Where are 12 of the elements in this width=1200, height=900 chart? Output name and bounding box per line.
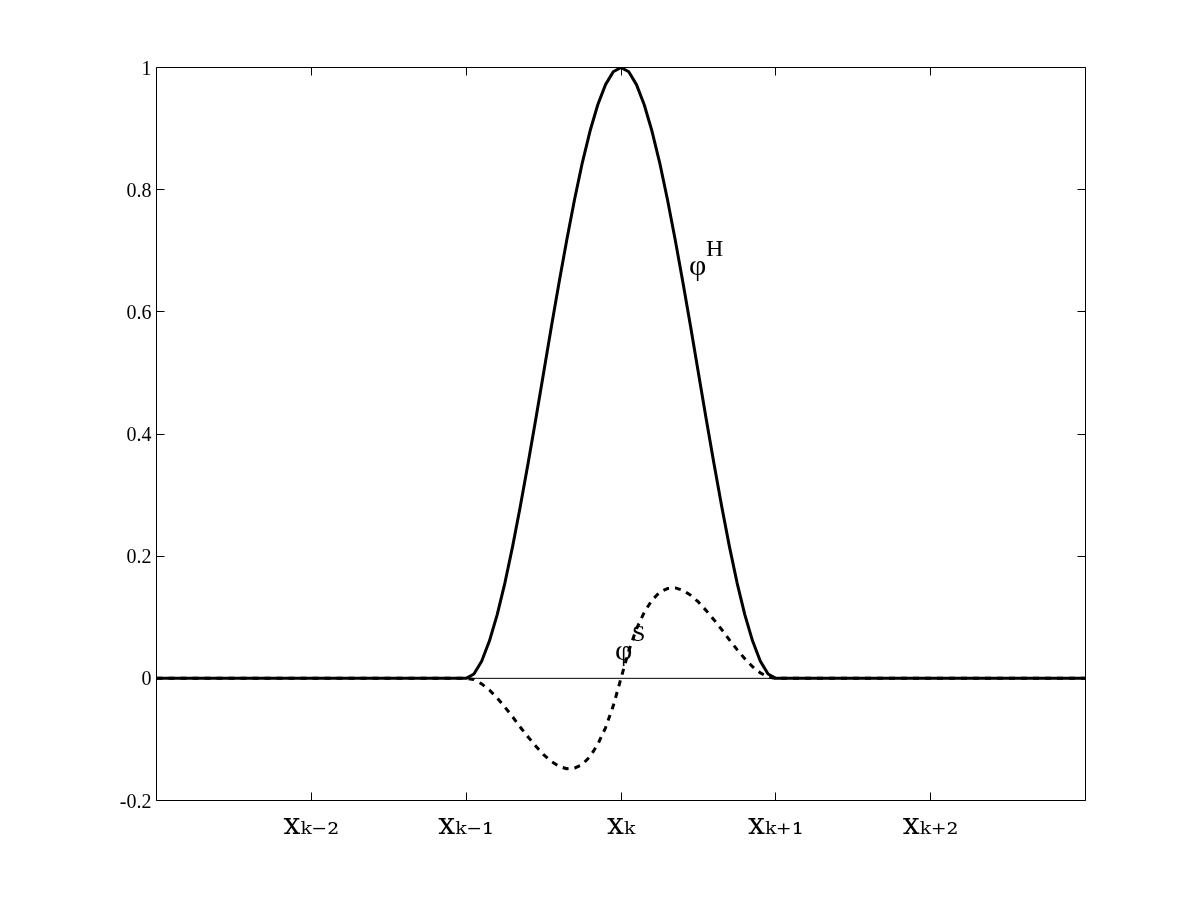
x-tick-label: xₖ₋₂ xyxy=(283,805,340,841)
x-tick-label: xₖ₊₁ xyxy=(747,805,804,841)
y-tick-label: 0.8 xyxy=(126,178,152,201)
y-tick-label: 1 xyxy=(141,56,152,79)
x-tick-label: xₖ₊₂ xyxy=(902,805,959,841)
y-tick-label: -0.2 xyxy=(119,789,152,812)
y-tick-label: 0 xyxy=(141,667,152,690)
y-tick-label: 0.6 xyxy=(126,300,152,323)
y-tick-label: 0.2 xyxy=(126,545,152,568)
x-tick-label: xₖ xyxy=(607,805,636,841)
x-tick-label: xₖ₋₁ xyxy=(438,805,495,841)
y-tick-label: 0.4 xyxy=(126,423,152,445)
